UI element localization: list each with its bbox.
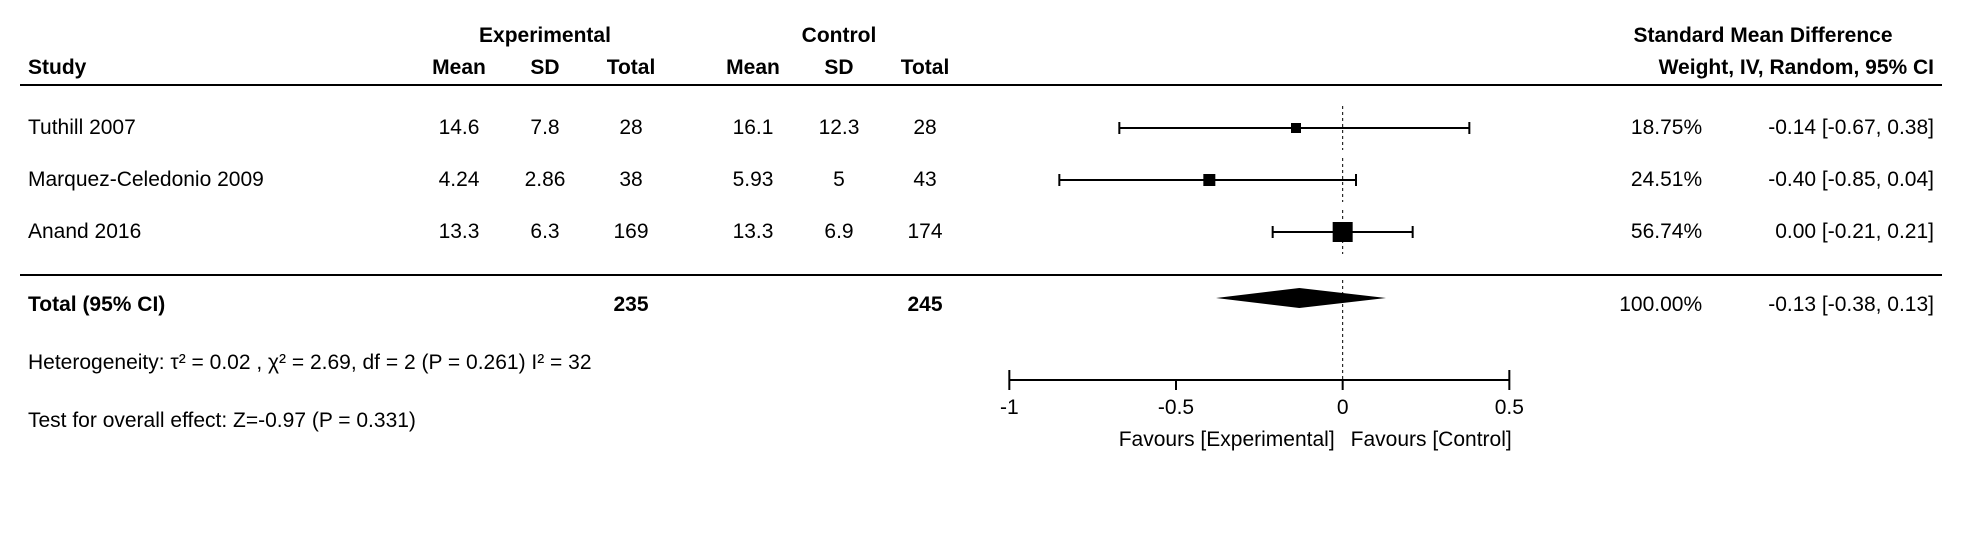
favours-left-label: Favours [Experimental] — [1119, 428, 1335, 451]
svg-text:0: 0 — [1337, 396, 1349, 419]
study-row: Tuthill 200714.67.82816.112.328 18.75%-0… — [20, 102, 1942, 154]
study-ci: -0.40 [-0.85, 0.04] — [1710, 154, 1942, 206]
svg-text:0.5: 0.5 — [1495, 396, 1524, 419]
study-ci: 0.00 [-0.21, 0.21] — [1710, 206, 1942, 258]
study-name: Marquez-Celedonio 2009 — [20, 154, 416, 206]
col-exp-total: Total — [588, 52, 674, 85]
exp-sd: 7.8 — [502, 102, 588, 154]
exp-mean: 13.3 — [416, 206, 502, 258]
study-row: Anand 201613.36.316913.36.9174 56.74%0.0… — [20, 206, 1942, 258]
study-weight: 56.74% — [1584, 206, 1710, 258]
heterogeneity-text: Heterogeneity: τ² = 0.02 , χ² = 2.69, df… — [20, 334, 968, 392]
smd-header: Standard Mean Difference — [1584, 20, 1942, 52]
study-ci: -0.14 [-0.67, 0.38] — [1710, 102, 1942, 154]
ctrl-mean: 16.1 — [710, 102, 796, 154]
total-ci: -0.13 [-0.38, 0.13] — [1710, 275, 1942, 334]
forest-row-svg — [976, 106, 1576, 150]
exp-mean: 4.24 — [416, 154, 502, 206]
exp-n: 38 — [588, 154, 674, 206]
ctrl-mean: 13.3 — [710, 206, 796, 258]
study-name: Tuthill 2007 — [20, 102, 416, 154]
exp-n: 169 — [588, 206, 674, 258]
exp-group-header: Experimental — [416, 20, 674, 52]
col-study: Study — [20, 52, 416, 85]
exp-sd: 2.86 — [502, 154, 588, 206]
overall-effect-text: Test for overall effect: Z=-0.97 (P = 0.… — [20, 392, 968, 450]
favours-right-label: Favours [Control] — [1351, 428, 1512, 451]
col-ctrl-sd: SD — [796, 52, 882, 85]
ctrl-mean: 5.93 — [710, 154, 796, 206]
forest-row-svg — [976, 210, 1576, 254]
study-plot-cell — [968, 154, 1584, 206]
total-label: Total (95% CI) — [20, 275, 416, 334]
study-plot-cell — [968, 206, 1584, 258]
ctrl-n: 28 — [882, 102, 968, 154]
forest-total-svg: -1 -0.5 0 0.5 Favours [Experimental] Favour… — [976, 280, 1576, 460]
forest-row-svg — [976, 158, 1576, 202]
forest-plot-table: Experimental Control Standard Mean Diffe… — [20, 20, 1942, 464]
total-exp-n: 235 — [588, 275, 674, 334]
col-method: Weight, IV, Random, 95% CI — [1584, 52, 1942, 85]
ctrl-n: 43 — [882, 154, 968, 206]
study-row: Marquez-Celedonio 20094.242.86385.93543 … — [20, 154, 1942, 206]
col-exp-sd: SD — [502, 52, 588, 85]
study-weight: 24.51% — [1584, 154, 1710, 206]
ctrl-group-header: Control — [710, 20, 968, 52]
total-ctrl-n: 245 — [882, 275, 968, 334]
study-name: Anand 2016 — [20, 206, 416, 258]
col-ctrl-mean: Mean — [710, 52, 796, 85]
ctrl-n: 174 — [882, 206, 968, 258]
total-weight: 100.00% — [1584, 275, 1710, 334]
study-plot-cell — [968, 102, 1584, 154]
exp-n: 28 — [588, 102, 674, 154]
ctrl-sd: 5 — [796, 154, 882, 206]
ctrl-sd: 12.3 — [796, 102, 882, 154]
svg-text:-1: -1 — [1000, 396, 1019, 419]
svg-text:-0.5: -0.5 — [1158, 396, 1194, 419]
ctrl-sd: 6.9 — [796, 206, 882, 258]
exp-sd: 6.3 — [502, 206, 588, 258]
study-weight: 18.75% — [1584, 102, 1710, 154]
col-exp-mean: Mean — [416, 52, 502, 85]
exp-mean: 14.6 — [416, 102, 502, 154]
col-ctrl-total: Total — [882, 52, 968, 85]
